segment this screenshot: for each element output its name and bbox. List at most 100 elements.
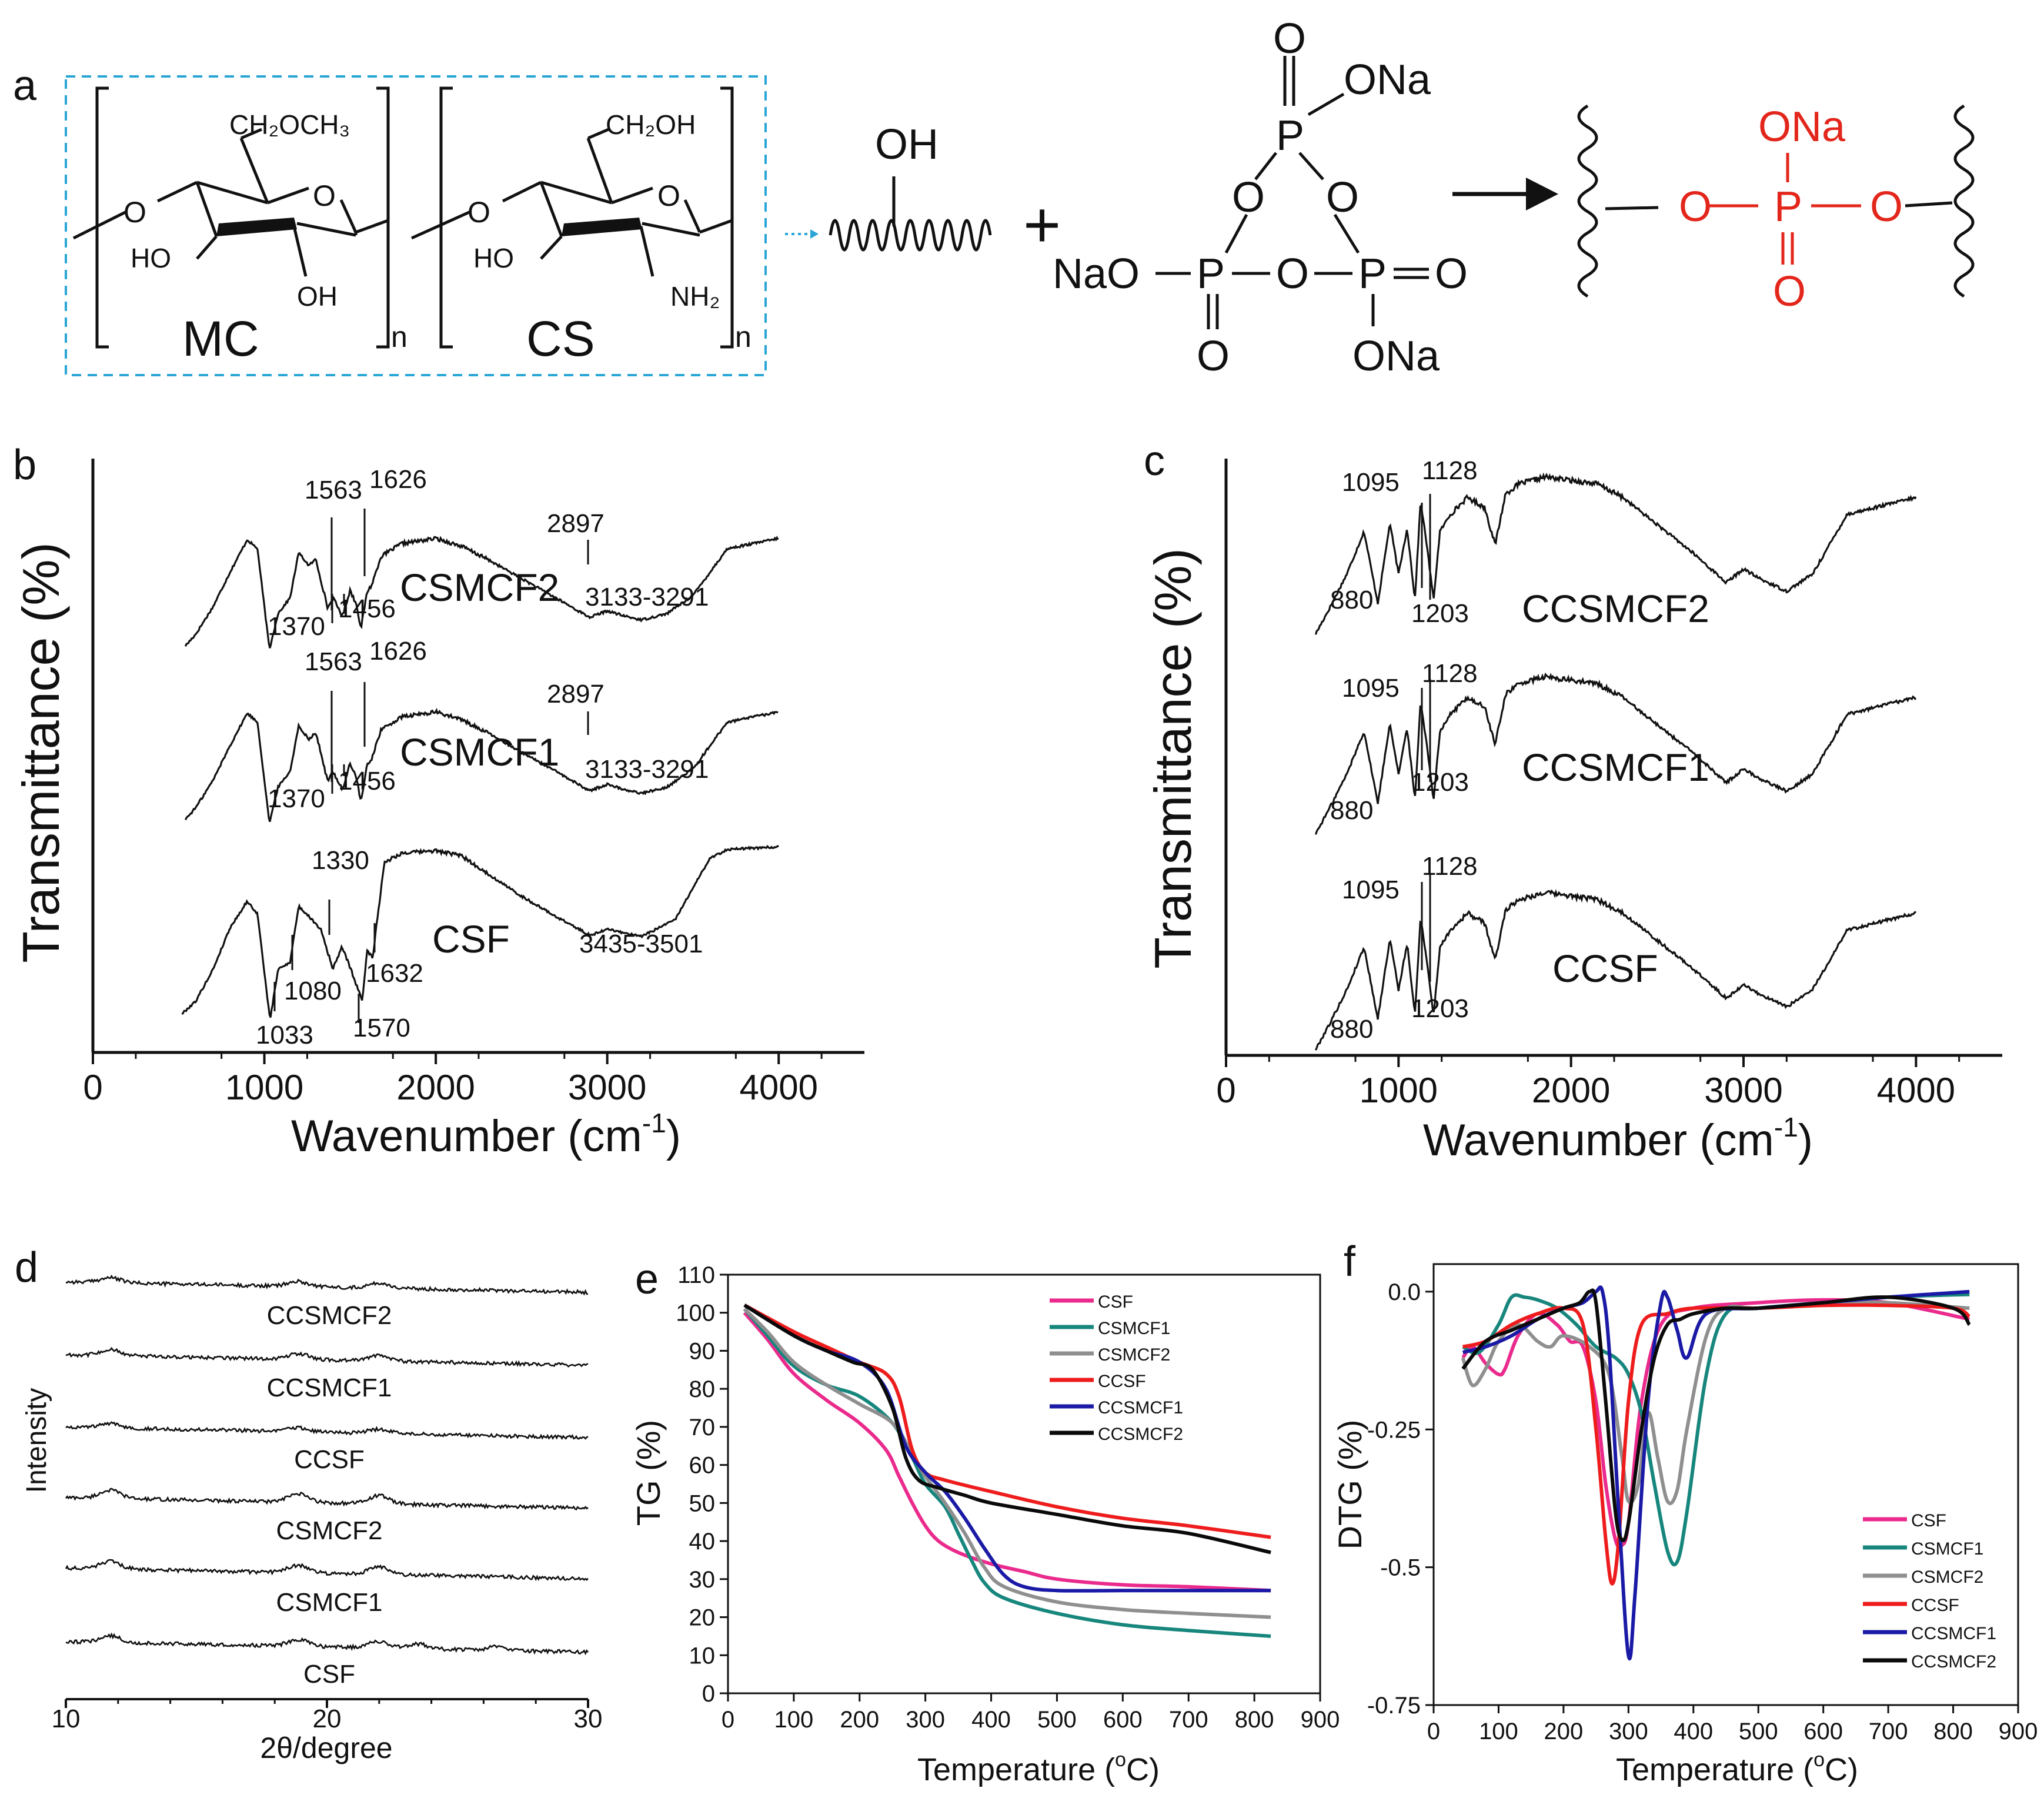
- series-ccsf: [1462, 1303, 1970, 1586]
- y-tick-label-40: 40: [689, 1529, 716, 1555]
- panel-b-curves: [181, 536, 779, 1018]
- b-ann-3133-a: 3133-3291: [585, 583, 709, 611]
- cs-glucose-ring: [410, 128, 733, 277]
- c-ann-1095-a: 1095: [1342, 468, 1400, 497]
- b-ann-2897-a: 2897: [547, 509, 604, 538]
- series-ccsmcf1: [65, 1346, 589, 1368]
- c-label-ccsmcf1: CCSMCF1: [1522, 746, 1709, 789]
- cs-substituent: CH₂OH: [606, 109, 696, 140]
- x-tick-label-500: 500: [1739, 1719, 1778, 1744]
- b-label-csmcf1: CSMCF1: [400, 730, 559, 774]
- polymer-oh: OH: [875, 121, 938, 168]
- x-tick-label-300: 300: [906, 1707, 945, 1733]
- series-csmcf1: [1462, 1292, 1970, 1567]
- polymer-dashed-box: [65, 75, 767, 376]
- cs-label: CS: [526, 311, 595, 366]
- series-ccsf: [743, 1303, 1271, 1539]
- x-tick-label-0: 0: [1427, 1719, 1440, 1744]
- tick-label-30: 30: [574, 1704, 603, 1733]
- panel-c-label: c: [1144, 437, 1165, 484]
- b-ann-1330: 1330: [312, 846, 369, 875]
- panel-e: e 0 100 200 300 400 500 600 700 800 900 0 10 20 30 40 5…: [630, 1256, 1340, 1787]
- product-o-left: O: [1679, 183, 1712, 230]
- x-tick-label-800: 800: [1933, 1719, 1973, 1744]
- series-ccsmcf1: [743, 1303, 1271, 1593]
- tick-label-20: 20: [313, 1704, 342, 1733]
- x-tick-label-500: 500: [1037, 1707, 1077, 1733]
- b-ann-1563-b: 1563: [305, 647, 362, 676]
- tick-label-2000: 2000: [396, 1068, 475, 1107]
- product-bond-left: [1605, 206, 1659, 210]
- cs-nh2: NH₂: [670, 281, 720, 312]
- panel-b-annotations: 1626 1563 2897 1370 1456 3133-3291 1626 …: [256, 465, 709, 1049]
- polymer-chain: [829, 219, 992, 252]
- legend-label-csmcf2: CSMCF2: [1911, 1567, 1983, 1587]
- x-tick-label-200: 200: [840, 1707, 879, 1733]
- panel-e-legend: CSF CSMCF1 CSMCF2 CCSF CCSMCF1 CCSMCF2: [1050, 1292, 1183, 1444]
- panel-b-xlabel: Wavenumber (cm-1): [291, 1108, 681, 1161]
- y-tick-label--0-25: -0.25: [1367, 1417, 1421, 1443]
- y-tick-label-50: 50: [689, 1490, 716, 1516]
- legend-label-csf: CSF: [1098, 1292, 1133, 1312]
- c-ann-1203-a: 1203: [1411, 599, 1469, 628]
- series-csf: [743, 1311, 1271, 1593]
- b-ann-1632: 1632: [366, 959, 423, 988]
- legend-label-ccsmcf1: CCSMCF1: [1911, 1624, 1996, 1643]
- panel-f-xlabel: Temperature (oC): [1616, 1749, 1858, 1787]
- reaction-arrow-head: [1526, 178, 1558, 210]
- tick-label-2000: 2000: [1532, 1071, 1610, 1110]
- mc-n: n: [391, 320, 408, 353]
- x-tick-label-300: 300: [1609, 1719, 1648, 1744]
- x-tick-label-900: 900: [1999, 1719, 2038, 1744]
- mc-oh: OH: [297, 281, 338, 312]
- c-ann-1203-b: 1203: [1411, 768, 1469, 797]
- legend-label-csmcf1: CSMCF1: [1911, 1539, 1983, 1559]
- x-tick-label-0: 0: [722, 1707, 734, 1733]
- series-csmcf2: [743, 1308, 1271, 1619]
- b-ann-1456-a: 1456: [338, 594, 396, 623]
- tick-label-10: 10: [52, 1704, 81, 1733]
- series-csmcf1: [184, 707, 779, 823]
- c-ann-1128-c: 1128: [1422, 852, 1478, 881]
- y-tick-label-20: 20: [689, 1605, 716, 1631]
- x-tick-label-600: 600: [1803, 1719, 1843, 1744]
- tmp-nao: NaO: [1053, 250, 1140, 298]
- mc-ho: HO: [131, 243, 171, 273]
- product-ona: ONa: [1758, 103, 1846, 151]
- b-ann-1370-b: 1370: [268, 784, 325, 813]
- dotted-arrow-head: [810, 229, 819, 239]
- legend-label-csmcf1: CSMCF1: [1098, 1319, 1170, 1338]
- mc-substituent: CH₂OCH₃: [229, 109, 350, 140]
- product-chain-right: [1953, 104, 1975, 298]
- y-tick-label-60: 60: [689, 1453, 716, 1479]
- legend-label-ccsmcf1: CCSMCF1: [1098, 1398, 1183, 1418]
- series-ccsf: [1315, 889, 1916, 1051]
- series-csf: [1461, 1298, 1970, 1549]
- plot-frame: [1432, 1263, 2019, 1706]
- y-tick-label--0-75: -0.75: [1367, 1693, 1421, 1719]
- mc-bracket-left: [95, 86, 109, 349]
- label-csmcf2: CSMCF2: [276, 1516, 383, 1545]
- x-tick-label-100: 100: [774, 1707, 814, 1733]
- label-csf: CSF: [303, 1660, 355, 1689]
- mc-bracket-right: [376, 86, 390, 349]
- y-tick-label-80: 80: [689, 1376, 716, 1402]
- panel-e-axes: 0 100 200 300 400 500 600 700 800 900 0 10 20 30 40 50 6…: [676, 1262, 1340, 1733]
- product-o-bottom: O: [1773, 268, 1806, 315]
- y-tick-label--0-5: -0.5: [1380, 1555, 1421, 1581]
- c-ann-1095-b: 1095: [1342, 674, 1400, 703]
- cs-bridge-o: O: [467, 196, 490, 229]
- plus-sign: +: [1023, 189, 1061, 261]
- mc-ring-o: O: [313, 179, 336, 212]
- legend-label-ccsmcf2: CCSMCF2: [1911, 1652, 1996, 1672]
- panel-b: b 0 1000 2000 3000 4000 Transmittance (%) Wa…: [12, 442, 864, 1161]
- c-label-ccsf: CCSF: [1552, 947, 1658, 990]
- panel-f-curves: [1461, 1285, 1971, 1661]
- b-ann-2897-b: 2897: [547, 680, 604, 708]
- y-tick-label-0: 0: [702, 1681, 715, 1707]
- panel-e-curves: [743, 1303, 1271, 1638]
- panel-c-ylabel: Transmittance (%): [1144, 548, 1202, 969]
- legend-label-csf: CSF: [1911, 1511, 1946, 1530]
- series-csmcf1: [65, 1559, 589, 1582]
